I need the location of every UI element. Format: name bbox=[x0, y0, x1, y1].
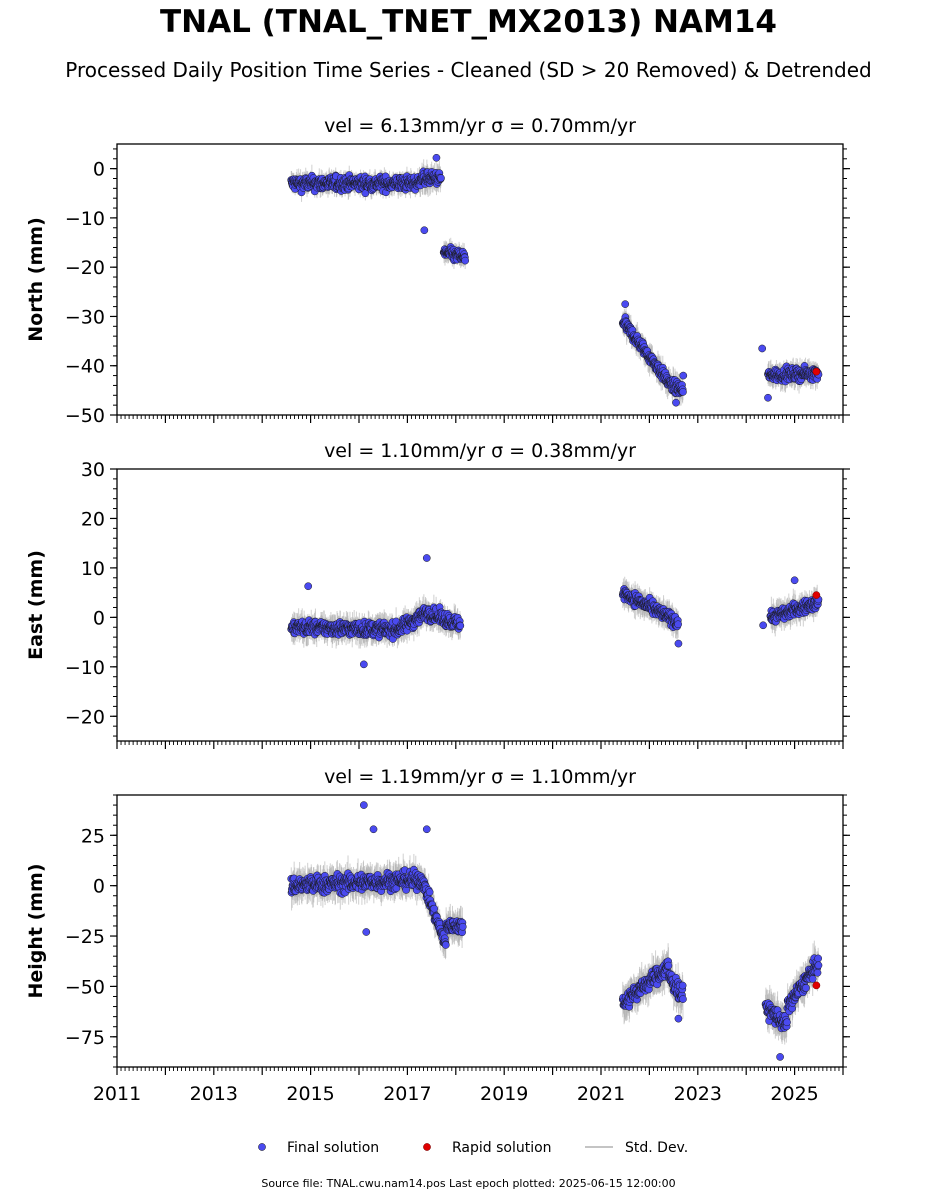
y-tick-label: 0 bbox=[93, 607, 105, 629]
data-layer bbox=[287, 801, 823, 1061]
panel-title: vel = 1.19mm/yr σ = 1.10mm/yr bbox=[324, 766, 636, 788]
final-solution-point bbox=[621, 300, 630, 308]
final-solution-point bbox=[422, 554, 431, 562]
rapid-solution-point bbox=[812, 591, 821, 599]
final-solution-point bbox=[672, 398, 680, 407]
final-solution-point bbox=[437, 174, 445, 182]
final-solution-point bbox=[679, 388, 687, 396]
y-tick-label: −20 bbox=[65, 257, 105, 279]
panel-east: vel = 1.10mm/yr σ = 0.38mm/yr East (mm) 30… bbox=[25, 440, 850, 749]
y-tick-label: −30 bbox=[65, 306, 105, 328]
y-tick-label: −50 bbox=[65, 405, 105, 427]
final-solution-point bbox=[758, 344, 767, 353]
final-solution-point bbox=[359, 660, 368, 669]
final-solution-point bbox=[304, 582, 313, 591]
final-solution-point bbox=[790, 576, 799, 585]
y-tick-label: 10 bbox=[81, 558, 105, 580]
y-tick-label: −10 bbox=[65, 657, 105, 679]
final-solution-point bbox=[679, 371, 688, 380]
y-tick-label: 30 bbox=[81, 459, 105, 481]
axes-frame bbox=[116, 468, 844, 742]
data-layer bbox=[287, 153, 823, 407]
y-tick-label: 0 bbox=[93, 159, 105, 181]
figure-subtitle: Processed Daily Position Time Series - C… bbox=[65, 58, 872, 82]
rapid-solution-point bbox=[812, 367, 821, 376]
y-tick-label: −10 bbox=[65, 208, 105, 230]
figure-title: TNAL (TNAL_TNET_MX2013) NAM14 bbox=[160, 4, 777, 40]
final-solution-point bbox=[432, 153, 441, 162]
data-layer bbox=[287, 554, 823, 669]
y-tick-label: 20 bbox=[81, 508, 105, 530]
y-axis-label: East (mm) bbox=[25, 550, 47, 660]
final-solution-point bbox=[420, 226, 429, 235]
final-solution-point bbox=[461, 256, 470, 265]
final-solution-point bbox=[764, 393, 772, 402]
final-solution-point bbox=[674, 639, 683, 648]
panel-height: vel = 1.19mm/yr σ = 1.10mm/yr Height (mm)… bbox=[25, 766, 850, 1105]
y-tick-label: −20 bbox=[65, 706, 105, 728]
y-axis-label: Height (mm) bbox=[25, 863, 47, 998]
final-solution-point bbox=[759, 621, 767, 630]
final-solution-point bbox=[674, 620, 682, 629]
final-solution-point bbox=[456, 621, 465, 630]
y-axis-label: North (mm) bbox=[25, 217, 47, 342]
panel-north: vel = 6.13mm/yr σ = 0.70mm/yr North (mm) 0… bbox=[25, 115, 850, 427]
y-tick-label: −40 bbox=[65, 356, 105, 378]
axes-frame bbox=[116, 143, 844, 416]
panel-title: vel = 1.10mm/yr σ = 0.38mm/yr bbox=[324, 440, 636, 462]
panel-title: vel = 6.13mm/yr σ = 0.70mm/yr bbox=[324, 115, 636, 137]
